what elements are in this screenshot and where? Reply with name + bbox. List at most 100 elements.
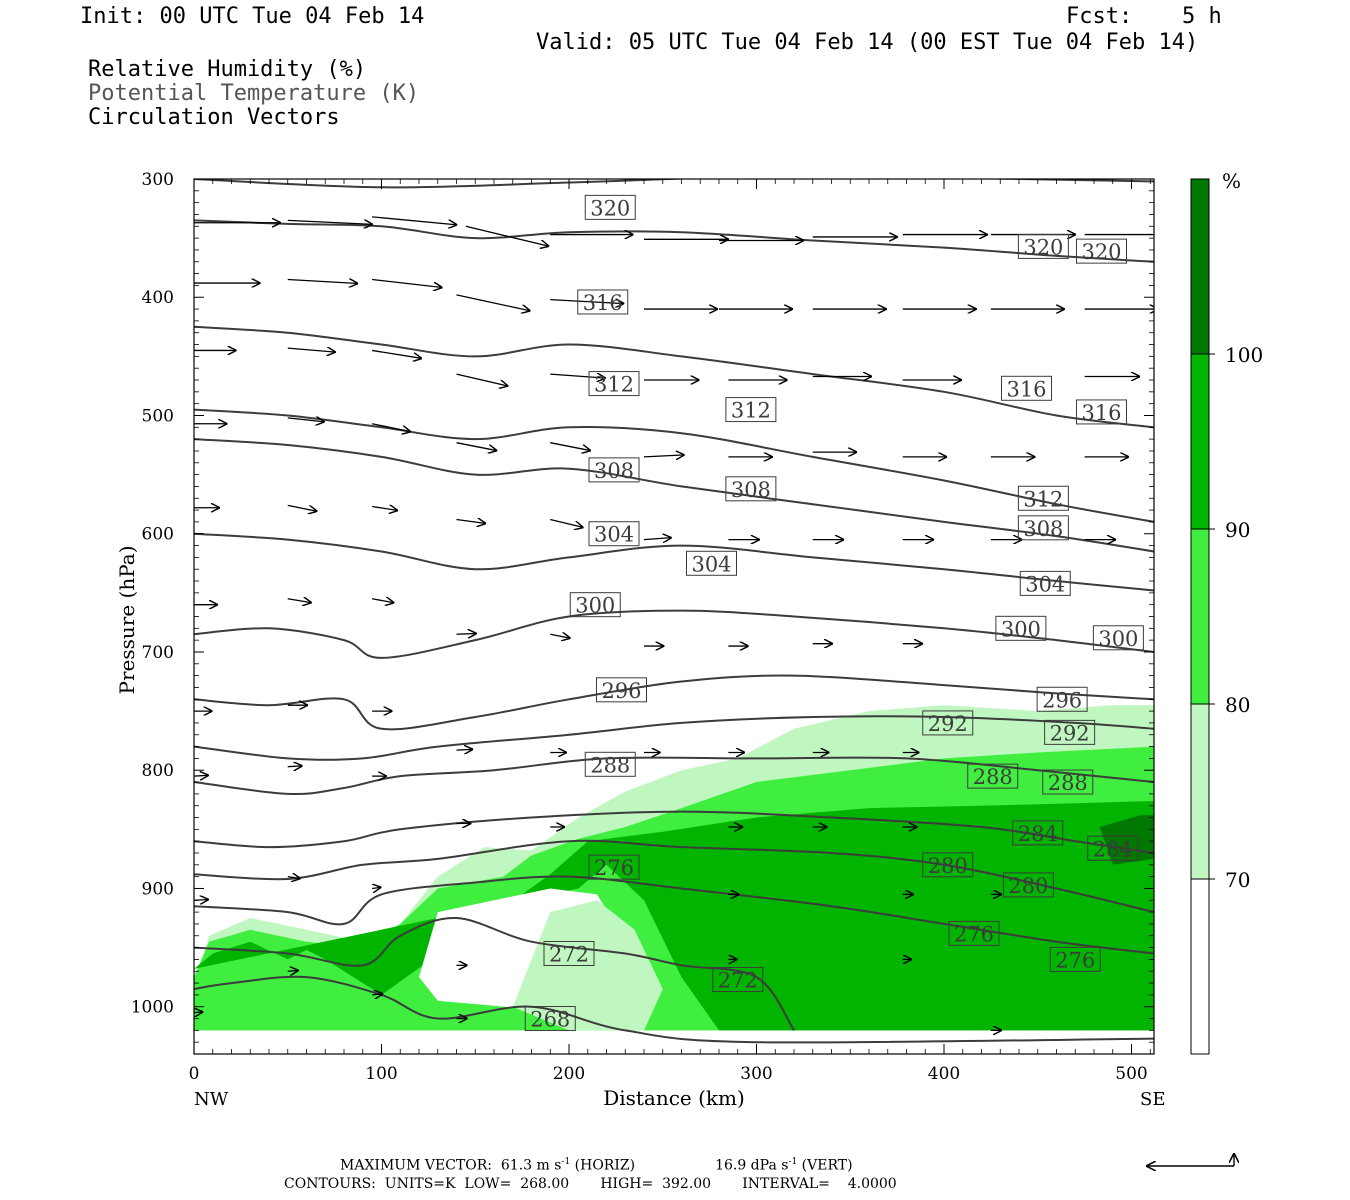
theta-contour-320 — [194, 219, 1154, 263]
theta-label-308: 308 — [1023, 517, 1063, 541]
theta-label-280: 280 — [1008, 874, 1048, 898]
circulation-vector — [287, 280, 358, 284]
forecast-label: Fcst: — [1066, 4, 1133, 29]
circulation-vector — [550, 518, 583, 528]
theta-label-316: 316 — [583, 291, 623, 315]
theta-contour-288 — [194, 756, 1154, 796]
colorbar-swatch — [1191, 354, 1209, 529]
theta-label-box-308 — [588, 457, 640, 483]
theta-label-280: 280 — [928, 854, 968, 878]
theta-label-288: 288 — [973, 765, 1013, 789]
theta-contour-316 — [194, 325, 1154, 429]
theta-label-box-296 — [596, 677, 647, 703]
theta-label-box-272 — [543, 940, 595, 966]
theta-label-284: 284 — [1093, 837, 1133, 861]
theta-label-box-276 — [1049, 946, 1101, 972]
theta-label-box-308 — [725, 476, 777, 502]
x-tick-label: 500 — [1115, 1064, 1147, 1084]
y-axis-label: Pressure (hPa) — [115, 546, 139, 695]
colorbar-swatch — [1191, 529, 1209, 704]
circulation-vector — [456, 373, 509, 386]
theta-label-box-292 — [922, 710, 974, 736]
theta-label-288: 288 — [590, 753, 630, 777]
theta-label-box-272 — [712, 967, 764, 993]
theta-label-316: 316 — [1081, 401, 1121, 425]
theta-label-312: 312 — [1023, 487, 1063, 511]
circulation-vector — [456, 294, 531, 311]
theta-label-box-300 — [995, 615, 1047, 641]
theta-label-box-288 — [584, 751, 636, 777]
theta-label-box-284 — [1012, 820, 1064, 846]
theta-label-box-316 — [1076, 399, 1127, 425]
theta-label-box-308 — [1017, 515, 1069, 541]
colorbar-level-label: 70 — [1225, 868, 1250, 892]
circulation-vector — [287, 418, 325, 422]
circulation-vector — [643, 538, 672, 540]
theta-contour-312 — [194, 408, 1154, 523]
circulation-vector — [372, 994, 383, 995]
circulation-vector — [550, 300, 624, 304]
circulation-vector — [287, 348, 336, 352]
colorbar-swatch — [1191, 704, 1209, 879]
theta-label-box-300 — [569, 592, 621, 618]
theta-contour-272 — [194, 916, 795, 1031]
x-tick-label: 400 — [928, 1064, 960, 1084]
theta-label-box-276 — [948, 920, 1000, 946]
max-horiz-exp: -1 — [561, 1157, 571, 1167]
circulation-vector — [372, 507, 398, 511]
x-tick-label: 300 — [740, 1064, 772, 1084]
theta-label-300: 300 — [1001, 617, 1041, 641]
theta-label-box-280 — [922, 852, 974, 878]
circulation-vector — [287, 970, 299, 971]
theta-contour-300 — [194, 609, 1154, 659]
theta-contour-284 — [194, 810, 1154, 854]
theta-label-box-316 — [1001, 375, 1052, 401]
circulation-vector — [287, 599, 312, 603]
theta-label-288: 288 — [1048, 771, 1088, 795]
theta-contour-296 — [194, 674, 1154, 731]
rh-region-100 — [194, 801, 1154, 1031]
max-vert-unit: (VERT) — [797, 1157, 853, 1174]
field-label-rh: Relative Humidity (%) — [88, 57, 367, 82]
theta-label-296: 296 — [1042, 688, 1082, 712]
theta-label-276: 276 — [1055, 948, 1095, 972]
max-vert-exp: -1 — [788, 1157, 798, 1167]
circulation-vector — [550, 374, 606, 378]
theta-label-304: 304 — [594, 523, 634, 547]
init-time: Init: 00 UTC Tue 04 Feb 14 — [80, 4, 425, 29]
circulation-vector — [287, 220, 373, 224]
theta-label-312: 312 — [731, 399, 771, 423]
circulation-vector — [372, 599, 394, 603]
theta-label-320: 320 — [590, 196, 630, 220]
x-axis-label: Distance (km) — [603, 1086, 745, 1110]
circulation-vector — [194, 1012, 203, 1013]
colorbar-level-label: 100 — [1225, 343, 1263, 367]
theta-label-box-320 — [1076, 238, 1127, 264]
theta-label-276: 276 — [594, 856, 634, 880]
x-tick-label: 200 — [553, 1064, 585, 1084]
theta-contour-280 — [194, 839, 1154, 914]
theta-label-320: 320 — [1023, 235, 1063, 259]
theta-label-box-268 — [524, 1006, 576, 1032]
theta-label-box-304 — [686, 550, 737, 576]
x-left-end-label: NW — [194, 1089, 229, 1110]
theta-label-268: 268 — [530, 1008, 570, 1032]
colorbar-frame — [1190, 178, 1210, 1055]
theta-label-box-296 — [1036, 686, 1088, 712]
max-horiz-text: MAXIMUM VECTOR: 61.3 m s — [340, 1157, 562, 1174]
theta-label-box-276 — [588, 854, 640, 880]
forecast-hour: 5 h — [1182, 4, 1222, 29]
theta-contour-268 — [194, 975, 1154, 1044]
colorbar-swatch — [1191, 879, 1209, 1054]
y-tick-label: 1000 — [131, 998, 174, 1018]
circulation-vector — [372, 349, 422, 358]
theta-label-292: 292 — [928, 712, 968, 736]
field-label-theta: Potential Temperature (K) — [88, 81, 420, 106]
theta-label-272: 272 — [718, 969, 758, 993]
theta-label-308: 308 — [731, 478, 771, 502]
x-right-end-label: SE — [1140, 1089, 1165, 1110]
theta-contours — [194, 179, 1154, 1044]
theta-label-box-280 — [1002, 872, 1054, 898]
theta-contour-308 — [194, 438, 1154, 553]
contour-info-line: CONTOURS: UNITS=K LOW= 268.00 HIGH= 392.… — [284, 1176, 897, 1192]
